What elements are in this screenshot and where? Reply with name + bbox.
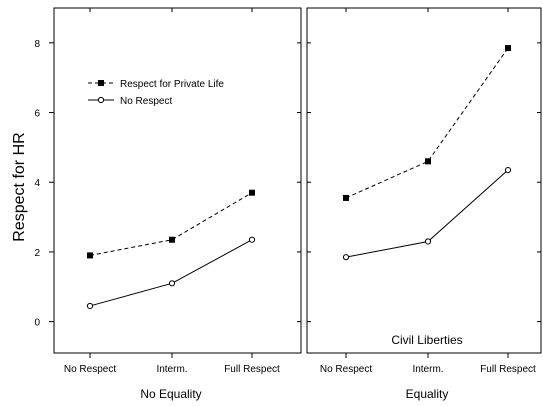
panel-frames: [53, 7, 542, 354]
y-tick-label: 2: [34, 248, 40, 259]
data-point-circle: [424, 238, 432, 245]
data-point-square: [87, 252, 93, 259]
y-tick-label: 6: [34, 109, 40, 120]
y-axis-ticks: 0 2 4 6 8: [34, 8, 541, 358]
y-tick-label: 0: [34, 318, 40, 329]
data-point-circle: [342, 254, 350, 261]
data-point-circle: [86, 302, 94, 310]
x-tick-label: Full Respect: [480, 364, 536, 375]
y-tick-label: 8: [34, 39, 40, 50]
x-tick-label: Interm.: [156, 364, 187, 375]
y-tick-label: 4: [34, 178, 40, 189]
panel-frame-1: [53, 7, 302, 354]
data-point-square: [425, 158, 431, 165]
y-axis-label: Respect for HR: [11, 132, 28, 241]
series-line: [345, 47, 509, 199]
legend: Respect for Private Life No Respect: [88, 79, 224, 107]
x-tick-label: Interm.: [412, 364, 443, 375]
data-point-square: [249, 189, 255, 196]
legend-marker-circle: [97, 96, 105, 104]
panel-x-label: Equality: [406, 387, 449, 401]
series-line: [89, 192, 253, 256]
panel-x-label: No Equality: [140, 387, 201, 401]
legend-marker-square: [98, 80, 104, 86]
data-point-circle: [248, 236, 256, 243]
panel-annotation: Civil Liberties: [391, 333, 462, 347]
x-tick-label: Full Respect: [224, 364, 280, 375]
x-tick-label: No Respect: [64, 364, 116, 375]
legend-entry-label: Respect for Private Life: [120, 79, 224, 90]
data-point-square: [505, 45, 511, 52]
data-point-square: [169, 236, 175, 243]
x-tick-label: No Respect: [320, 364, 372, 375]
data-point-square: [343, 194, 349, 201]
labels-layer: No Respect Interm. Full Respect No Equality…: [64, 333, 536, 401]
data-point-circle: [504, 166, 512, 174]
panel-frame-2: [306, 7, 542, 354]
data-point-circle: [168, 280, 176, 287]
series-line: [89, 239, 253, 307]
legend-entry-label: No Respect: [120, 96, 172, 107]
series-layer: [86, 45, 512, 310]
